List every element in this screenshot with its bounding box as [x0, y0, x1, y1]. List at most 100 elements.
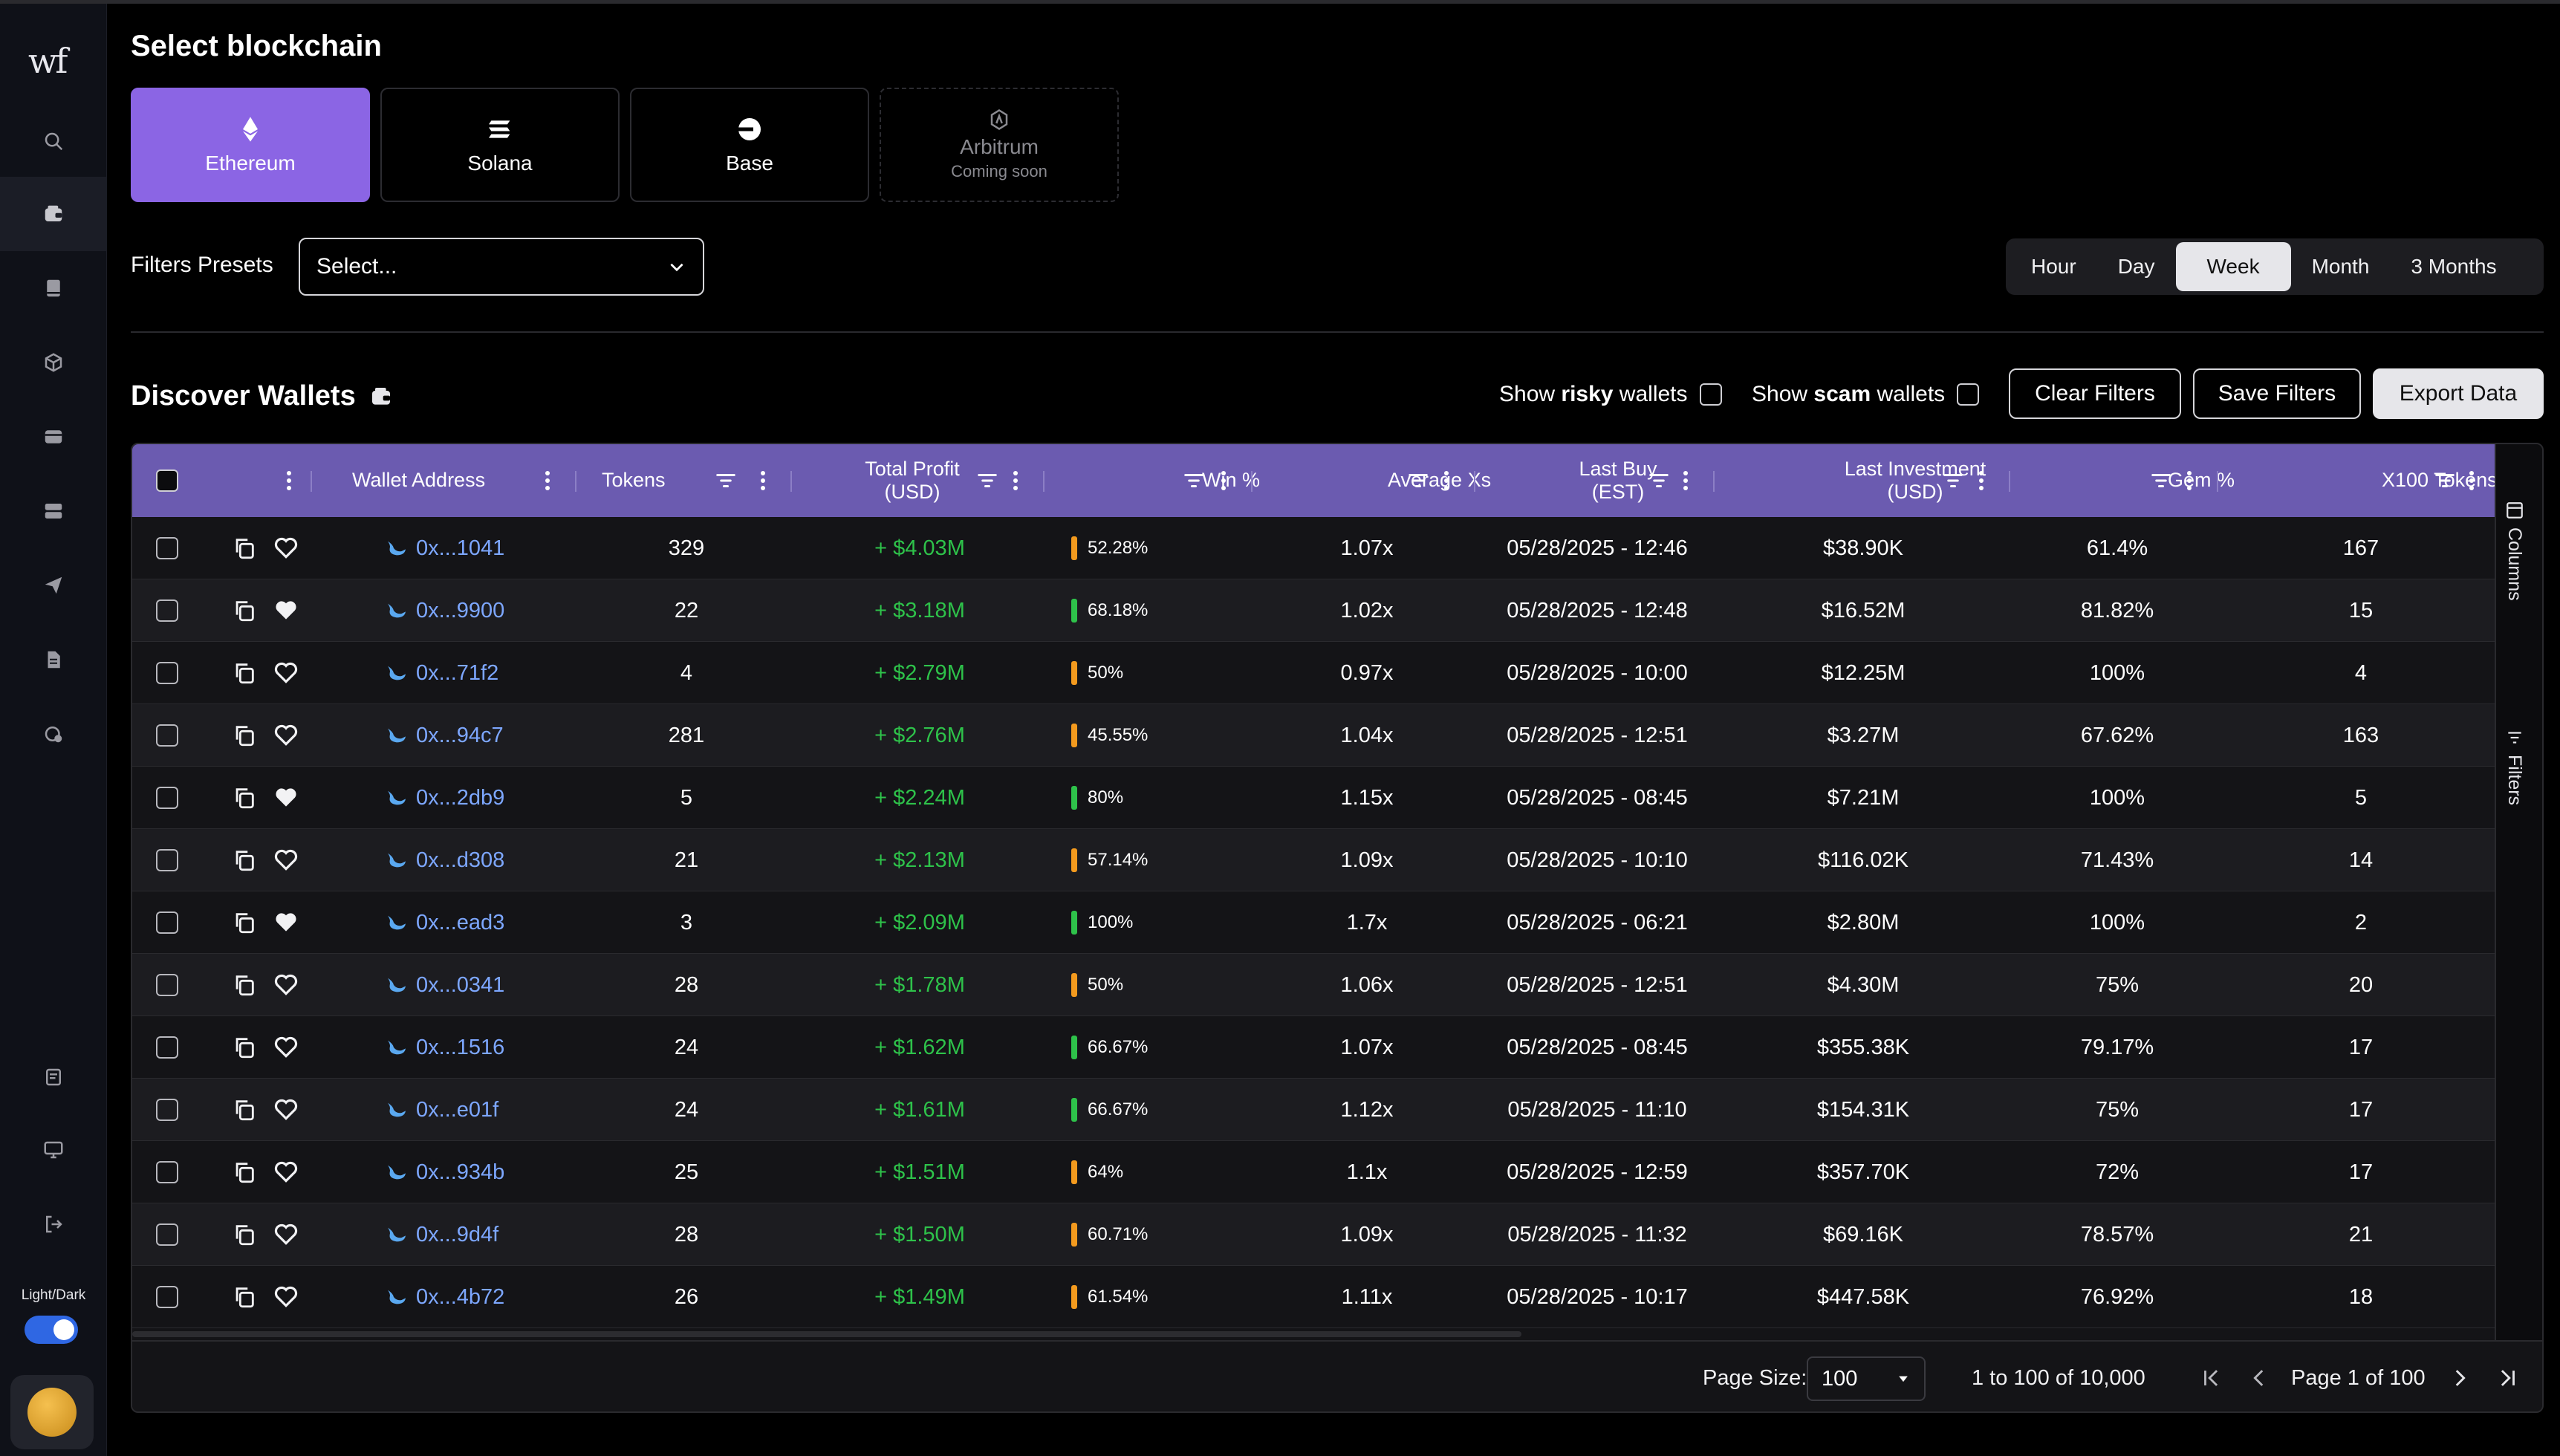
- copy-icon[interactable]: [232, 1160, 257, 1185]
- wallet-icon[interactable]: [0, 177, 107, 251]
- column-menu-icon[interactable]: [2186, 468, 2193, 493]
- wallet-address-link[interactable]: 0x...2db9: [416, 785, 505, 810]
- table-row[interactable]: 0x...934b 25 + $1.51M 64% 1.1x 05/28/2025 - 1…: [132, 1141, 2495, 1203]
- column-filter-icon[interactable]: [2150, 468, 2172, 493]
- column-header-wallet-address[interactable]: Wallet Address: [352, 469, 486, 492]
- column-header-tokens[interactable]: Tokens: [602, 469, 666, 492]
- column-header-last-investment[interactable]: Last Investment (USD): [1844, 457, 1986, 503]
- column-menu-icon[interactable]: [1220, 468, 1227, 493]
- wallet-address-link[interactable]: 0x...9d4f: [416, 1222, 499, 1247]
- card-icon[interactable]: [0, 400, 107, 474]
- row-checkbox[interactable]: [156, 1099, 178, 1121]
- table-row[interactable]: 0x...2db9 5 + $2.24M 80% 1.15x 05/28/2025 - 0…: [132, 767, 2495, 829]
- column-filter-icon[interactable]: [1407, 468, 1429, 493]
- table-row[interactable]: 0x...9900 22 + $3.18M 68.18% 1.02x 05/28/2025…: [132, 579, 2495, 642]
- favorite-heart-icon[interactable]: [272, 596, 300, 624]
- save-filters-button[interactable]: Save Filters: [2193, 368, 2361, 419]
- wallet-address-link[interactable]: 0x...e01f: [416, 1097, 499, 1122]
- table-row[interactable]: 0x...4b72 26 + $1.49M 61.54% 1.11x 05/28/2025…: [132, 1266, 2495, 1328]
- row-checkbox[interactable]: [156, 1223, 178, 1246]
- chain-solana-button[interactable]: Solana: [380, 88, 620, 202]
- favorite-heart-icon[interactable]: [272, 783, 300, 811]
- theme-toggle[interactable]: [25, 1316, 78, 1344]
- period-week[interactable]: Week: [2175, 242, 2291, 291]
- column-filter-icon[interactable]: [1942, 468, 1964, 493]
- document-icon[interactable]: [0, 623, 107, 697]
- period-day[interactable]: Day: [2117, 255, 2155, 278]
- favorite-heart-icon[interactable]: [272, 908, 300, 936]
- row-checkbox[interactable]: [156, 787, 178, 809]
- chain-ethereum-button[interactable]: Ethereum: [131, 88, 370, 202]
- copy-icon[interactable]: [232, 972, 257, 998]
- show-risky-option[interactable]: Show risky wallets: [1499, 382, 1722, 407]
- table-row[interactable]: 0x...71f2 4 + $2.79M 50% 0.97x 05/28/2025 - 1…: [132, 642, 2495, 704]
- table-row[interactable]: 0x...e01f 24 + $1.61M 66.67% 1.12x 05/28/2025…: [132, 1079, 2495, 1141]
- column-header-gem-pct[interactable]: Gem %: [2168, 469, 2235, 492]
- wallet-address-link[interactable]: 0x...4b72: [416, 1284, 505, 1309]
- period-3-months[interactable]: 3 Months: [2411, 255, 2497, 278]
- column-filter-icon[interactable]: [1183, 468, 1205, 493]
- favorite-heart-icon[interactable]: [272, 1095, 300, 1123]
- copy-icon[interactable]: [232, 1097, 257, 1122]
- wallet-address-link[interactable]: 0x...1041: [416, 536, 505, 560]
- wallet-address-link[interactable]: 0x...0341: [416, 972, 505, 997]
- user-avatar-button[interactable]: [10, 1375, 94, 1449]
- table-row[interactable]: 0x...ead3 3 + $2.09M 100% 1.7x 05/28/2025 - 0…: [132, 891, 2495, 954]
- horizontal-scrollbar[interactable]: [132, 1331, 1521, 1337]
- column-filter-icon[interactable]: [976, 468, 998, 493]
- favorite-heart-icon[interactable]: [272, 533, 300, 562]
- table-row[interactable]: 0x...1516 24 + $1.62M 66.67% 1.07x 05/28/2025…: [132, 1016, 2495, 1079]
- copy-icon[interactable]: [232, 1035, 257, 1060]
- server-icon[interactable]: [0, 474, 107, 548]
- show-scam-option[interactable]: Show scam wallets: [1752, 382, 1980, 407]
- table-row[interactable]: 0x...1041 329 + $4.03M 52.28% 1.07x 05/28/202…: [132, 517, 2495, 579]
- settings-shield-icon[interactable]: [0, 697, 107, 771]
- period-hour[interactable]: Hour: [2031, 255, 2076, 278]
- column-menu-icon[interactable]: [1012, 468, 1019, 493]
- table-row[interactable]: 0x...d308 21 + $2.13M 57.14% 1.09x 05/28/2025…: [132, 829, 2495, 891]
- row-checkbox[interactable]: [156, 911, 178, 934]
- column-menu-icon[interactable]: [1978, 468, 1985, 493]
- next-page-icon[interactable]: [2447, 1365, 2472, 1391]
- favorite-heart-icon[interactable]: [272, 1220, 300, 1248]
- column-menu-icon[interactable]: [1682, 468, 1689, 493]
- row-checkbox[interactable]: [156, 974, 178, 996]
- previous-page-icon[interactable]: [2247, 1365, 2272, 1391]
- favorite-heart-icon[interactable]: [272, 1157, 300, 1186]
- column-header-average-xs[interactable]: Average Xs: [1388, 469, 1492, 492]
- app-logo[interactable]: wf: [28, 41, 68, 81]
- copy-icon[interactable]: [232, 1284, 257, 1310]
- period-month[interactable]: Month: [2311, 255, 2370, 278]
- favorite-heart-icon[interactable]: [272, 658, 300, 686]
- column-menu-icon[interactable]: [544, 468, 551, 493]
- column-menu-icon[interactable]: [1443, 468, 1450, 493]
- favorite-heart-icon[interactable]: [272, 845, 300, 874]
- copy-icon[interactable]: [232, 1222, 257, 1247]
- column-filter-icon[interactable]: [715, 468, 737, 493]
- wallet-address-link[interactable]: 0x...1516: [416, 1035, 505, 1059]
- row-checkbox[interactable]: [156, 849, 178, 871]
- row-checkbox[interactable]: [156, 1036, 178, 1059]
- export-data-button[interactable]: Export Data: [2373, 368, 2544, 419]
- wallet-address-link[interactable]: 0x...934b: [416, 1160, 505, 1184]
- columns-panel-toggle[interactable]: Columns: [2504, 501, 2525, 601]
- copy-icon[interactable]: [232, 723, 257, 748]
- copy-icon[interactable]: [232, 785, 257, 810]
- show-risky-checkbox[interactable]: [1699, 383, 1722, 406]
- column-menu-icon[interactable]: [759, 468, 767, 493]
- favorite-heart-icon[interactable]: [272, 1033, 300, 1061]
- book-icon[interactable]: [0, 251, 107, 325]
- last-page-icon[interactable]: [2495, 1365, 2520, 1391]
- copy-icon[interactable]: [232, 536, 257, 561]
- wallet-address-link[interactable]: 0x...94c7: [416, 723, 504, 747]
- select-all-checkbox[interactable]: [156, 469, 178, 492]
- cube-icon[interactable]: [0, 325, 107, 400]
- table-row[interactable]: 0x...0341 28 + $1.78M 50% 1.06x 05/28/2025 - …: [132, 954, 2495, 1016]
- wallet-address-link[interactable]: 0x...d308: [416, 848, 505, 872]
- column-header-total-profit[interactable]: Total Profit (USD): [865, 457, 960, 503]
- row-checkbox[interactable]: [156, 724, 178, 747]
- wallet-address-link[interactable]: 0x...71f2: [416, 660, 499, 685]
- column-filter-icon[interactable]: [2434, 468, 2456, 493]
- row-checkbox[interactable]: [156, 662, 178, 684]
- filters-panel-toggle[interactable]: Filters: [2504, 728, 2525, 805]
